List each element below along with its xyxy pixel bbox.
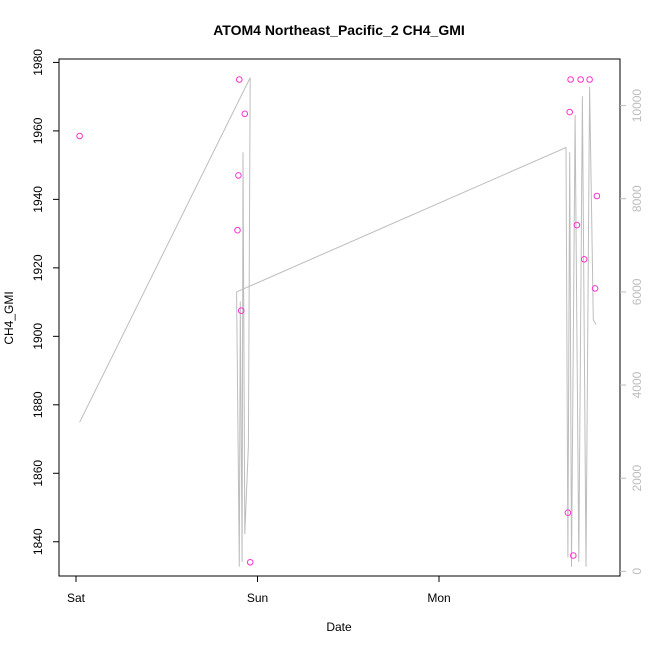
data-point <box>567 76 574 83</box>
y2-tick-label: 6000 <box>630 278 644 305</box>
data-point <box>573 221 581 229</box>
y2-tick-label: 4000 <box>630 371 644 398</box>
data-point <box>570 552 577 559</box>
y-tick-label: 1880 <box>31 391 45 418</box>
data-point <box>577 76 584 83</box>
point-series-layer <box>76 76 601 566</box>
y-axis-right: 0 2000 4000 6000 8000 10000 <box>620 89 644 575</box>
x-tick-label: Sat <box>67 591 86 605</box>
plot-frame <box>58 58 621 577</box>
data-point <box>241 110 249 118</box>
data-point <box>564 509 572 517</box>
data-point <box>593 192 601 200</box>
data-point <box>246 559 254 566</box>
y-tick-label: 1860 <box>31 460 45 487</box>
y-tick-label: 1840 <box>31 528 45 555</box>
data-point <box>235 172 242 179</box>
y-tick-label: 1920 <box>31 254 45 281</box>
y-axis-left: 1840 1860 1880 1900 1920 1940 1960 1980 <box>31 49 59 555</box>
data-point <box>591 285 599 292</box>
y-tick-label: 1960 <box>31 117 45 144</box>
y2-tick-label: 10000 <box>630 89 644 123</box>
data-point <box>236 76 243 83</box>
x-axis: Sat Sun Mon <box>67 576 451 605</box>
y-tick-label: 1980 <box>31 49 45 76</box>
data-point <box>76 132 83 140</box>
line-series-layer <box>79 77 597 567</box>
y2-tick-label: 8000 <box>630 185 644 212</box>
data-point <box>566 108 574 116</box>
y-axis-label: CH4_GMI <box>2 291 16 344</box>
y-tick-label: 1940 <box>31 186 45 213</box>
data-point <box>580 256 588 263</box>
data-point <box>234 226 241 234</box>
y-tick-label: 1900 <box>31 323 45 350</box>
data-point <box>586 76 593 83</box>
y2-tick-label: 0 <box>630 568 644 575</box>
series-line <box>79 77 597 567</box>
x-axis-label: Date <box>326 620 352 634</box>
x-tick-label: Sun <box>247 591 268 605</box>
x-tick-label: Mon <box>427 591 450 605</box>
chart-title: ATOM4 Northeast_Pacific_2 CH4_GMI <box>213 22 465 38</box>
data-point <box>237 307 245 315</box>
y2-tick-label: 2000 <box>630 465 644 492</box>
